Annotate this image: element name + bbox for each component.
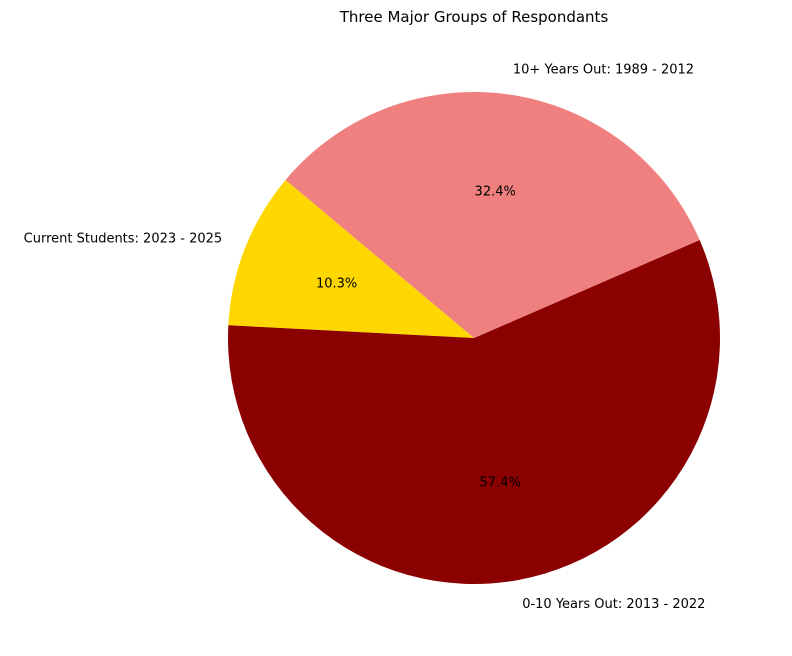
pie-labels: Current Students: 2023 - 2025 10.3% 0-10 Y… — [24, 63, 706, 612]
slice-label-2: 0-10 Years Out: 2013 - 2022 — [522, 597, 705, 612]
pie-slice-1 — [228, 179, 474, 338]
slice-label-1: Current Students: 2023 - 2025 — [24, 231, 223, 246]
pie-slice-3 — [285, 91, 700, 339]
slice-label-3: 10+ Years Out: 1989 - 2012 — [513, 63, 694, 78]
pie-slices — [228, 91, 720, 584]
pie-slice-2 — [228, 240, 720, 584]
slice-percent-3: 32.4% — [475, 184, 516, 199]
slice-percent-2: 57.4% — [480, 476, 521, 491]
slice-percent-1: 10.3% — [316, 276, 357, 291]
chart-title: Three Major Groups of Respondants — [339, 8, 609, 26]
